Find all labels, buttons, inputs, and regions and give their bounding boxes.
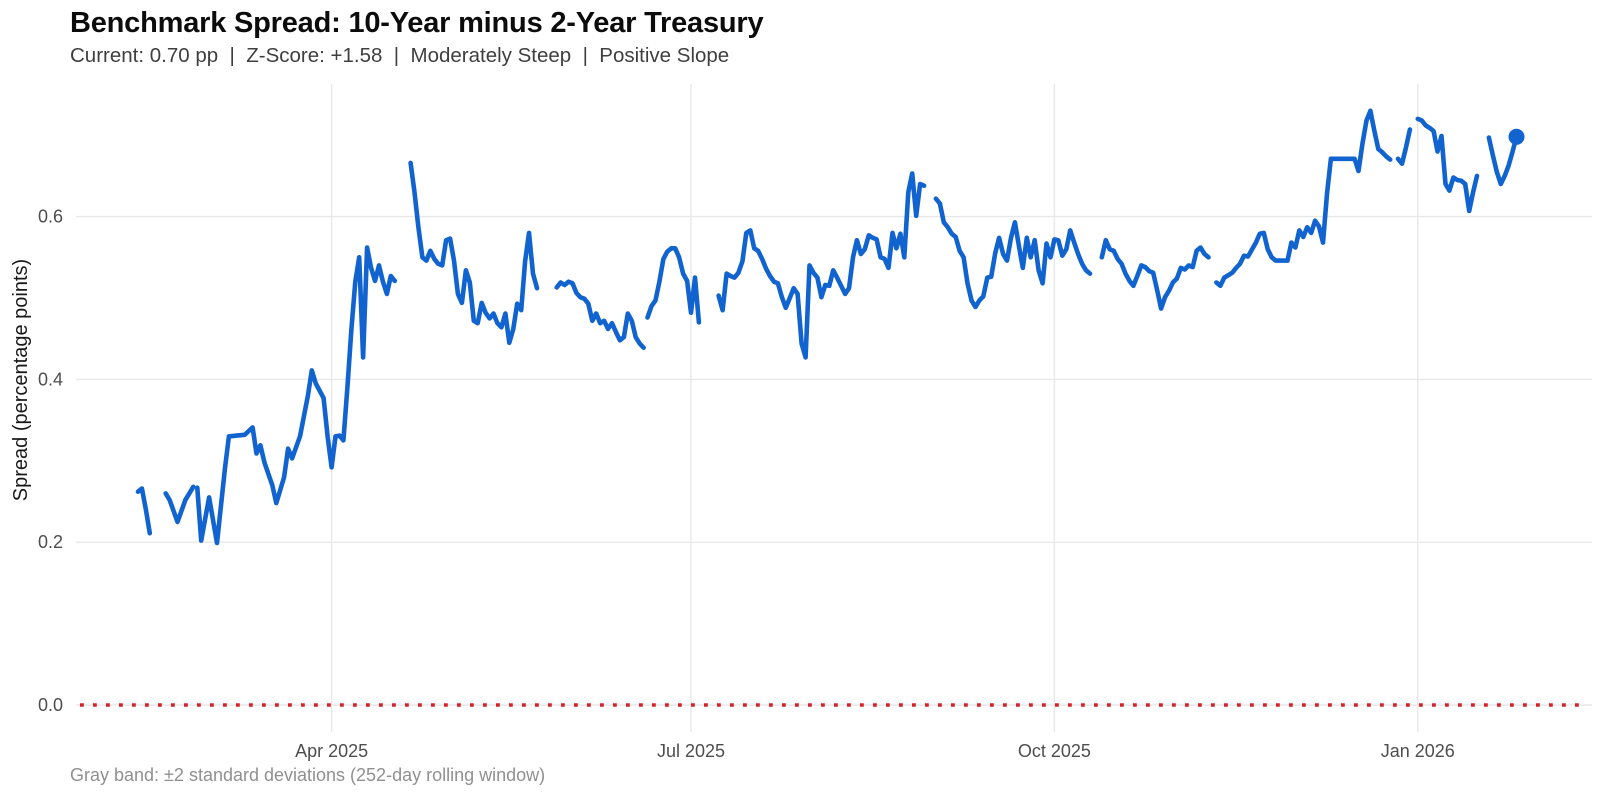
spread-line-segment [1486, 134, 1519, 187]
spread-line-segment [645, 246, 702, 325]
tick-layer: 0.0 0.2 0.4 0.6 Apr 2025 Jul 2025 Oct 2025 Jan … [38, 207, 1455, 761]
spread-line-segment [716, 171, 927, 360]
x-tick-label: Apr 2025 [295, 741, 368, 761]
x-tick-label: Oct 2025 [1018, 741, 1091, 761]
spread-line-segment [163, 484, 196, 525]
spread-line-segment [1099, 237, 1211, 311]
spread-line-segment [408, 160, 540, 346]
chart-subtitle: Current: 0.70 pp | Z-Score: +1.58 | Mode… [70, 44, 730, 67]
spread-line-segment [135, 486, 153, 536]
data-layer [80, 108, 1588, 707]
spread-line-segment [554, 279, 646, 351]
spread-line-segment [1214, 108, 1393, 289]
spread-line-segment [933, 196, 1093, 310]
spread-line-segment [195, 245, 398, 546]
y-tick-label: 0.4 [38, 369, 63, 389]
page-title: Benchmark Spread: 10-Year minus 2-Year T… [70, 7, 764, 39]
y-tick-label: 0.6 [38, 207, 63, 227]
y-tick-label: 0.2 [38, 532, 63, 552]
current-point-marker [1508, 128, 1525, 145]
chart-caption: Gray band: ±2 standard deviations (252-d… [70, 765, 546, 785]
y-tick-label: 0.0 [38, 695, 63, 715]
y-axis-title: Spread (percentage points) [10, 259, 32, 501]
spread-line-segment [1395, 127, 1413, 166]
x-tick-label: Jul 2025 [657, 741, 725, 761]
x-tick-label: Jan 2026 [1381, 741, 1455, 761]
spread-line-segment [1415, 116, 1480, 214]
grid-layer [76, 84, 1592, 732]
